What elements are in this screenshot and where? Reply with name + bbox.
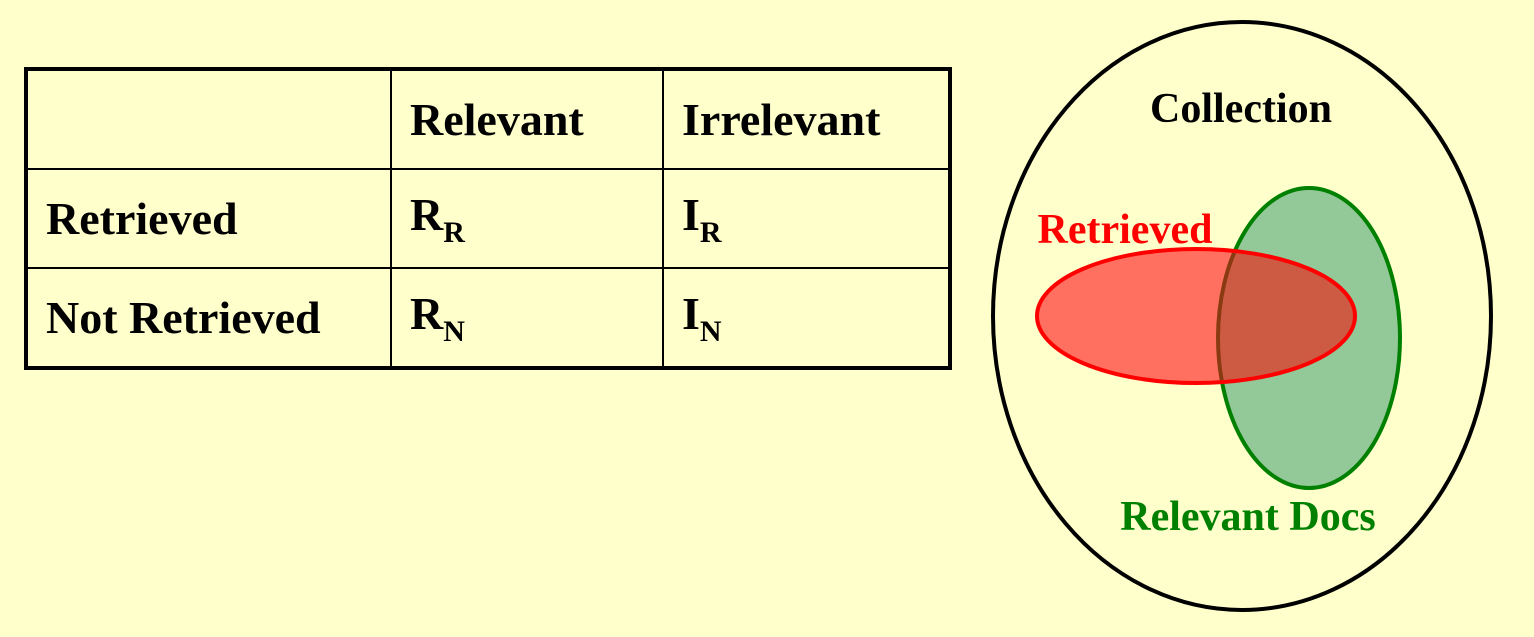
cell-in: IN [662, 267, 951, 369]
cell-sub: R [443, 215, 465, 249]
collection-label: Collection [1150, 86, 1332, 132]
row-label: Not Retrieved [25, 267, 392, 369]
retrieved-label: Retrieved [1038, 207, 1213, 253]
cell-main: I [682, 287, 700, 339]
cell-main: I [682, 188, 700, 240]
cell-sub: R [699, 215, 722, 249]
collection-ellipse [991, 20, 1493, 612]
header-empty [25, 68, 392, 170]
cell-sub: N [443, 314, 465, 348]
cell-rr: RR [390, 168, 664, 269]
table-row: Retrieved RR IR [25, 168, 951, 269]
table-header-row: Relevant Irrelevant [25, 68, 951, 170]
row-label: Retrieved [25, 168, 392, 269]
cell-ir: IR [662, 168, 951, 269]
contingency-table: Relevant Irrelevant Retrieved RR IR Not … [24, 67, 952, 370]
header-irrelevant: Irrelevant [662, 68, 951, 170]
relevant-docs-label: Relevant Docs [1120, 494, 1375, 540]
retrieved-outline [1035, 247, 1357, 385]
cell-rn: RN [390, 267, 664, 369]
cell-main: R [410, 188, 444, 240]
cell-sub: N [699, 314, 722, 348]
header-relevant: Relevant [390, 68, 664, 170]
cell-main: R [410, 287, 444, 339]
table-row: Not Retrieved RN IN [25, 267, 951, 369]
